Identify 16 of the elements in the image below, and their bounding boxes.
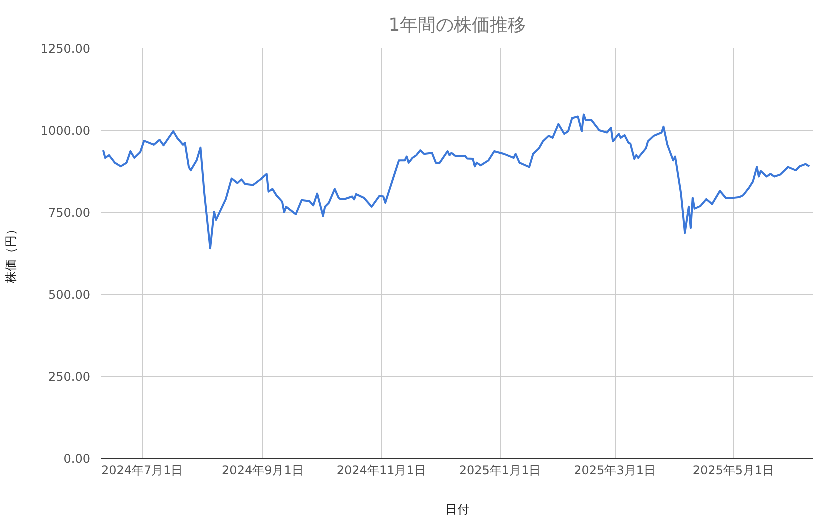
y-tick-label: 250.00 — [48, 370, 91, 384]
x-tick-label: 2024年9月1日 — [222, 464, 304, 478]
y-tick-label: 1000.00 — [40, 124, 90, 138]
y-tick-label: 0.00 — [64, 452, 90, 466]
chart-title: 1年間の株価推移 — [388, 15, 526, 36]
y-tick-label: 500.00 — [48, 288, 91, 302]
x-tick-label: 2025年5月1日 — [692, 464, 775, 478]
x-axis-title: 日付 — [446, 502, 470, 516]
y-axis-title: 株価（円） — [4, 224, 18, 284]
line-series — [102, 114, 811, 250]
x-tick-label: 2024年7月1日 — [101, 464, 184, 478]
y-tick-label: 750.00 — [48, 206, 91, 220]
x-tick-label: 2024年11月1日 — [336, 464, 426, 478]
x-tick-label: 2025年1月1日 — [459, 464, 542, 478]
y-tick-label: 1250.00 — [40, 42, 90, 56]
x-tick-label: 2025年3月1日 — [574, 464, 656, 478]
